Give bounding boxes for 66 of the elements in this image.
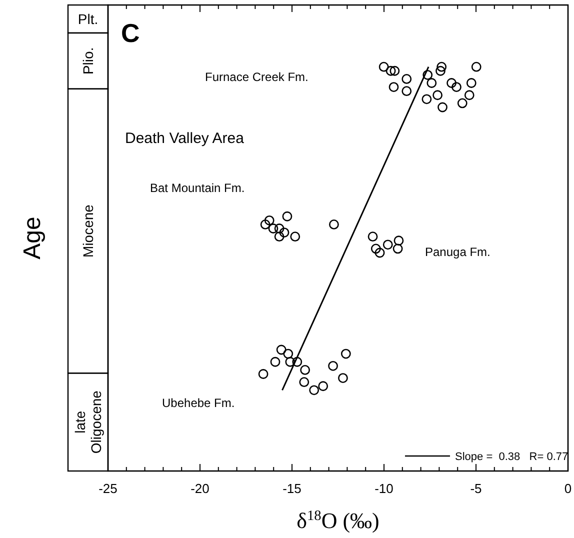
annotation: Furnace Creek Fm. [205,70,308,84]
point [328,360,338,371]
point [438,102,448,112]
point [285,356,296,367]
point [392,244,403,254]
point [279,228,290,238]
point [452,82,462,92]
text: Plt. [78,10,98,27]
point [386,66,396,76]
x-tick-label: -5 [470,481,482,496]
x-tick-label: -15 [282,481,302,496]
point [378,62,389,72]
point [299,377,310,388]
point [471,62,482,72]
text: late Oligocene [72,390,104,454]
point [432,90,442,100]
y-axis-title: Age [19,216,46,260]
point [290,232,300,242]
point [268,224,278,234]
point [282,211,292,222]
point [300,365,310,375]
annotation: Panuga Fm. [425,245,490,259]
annotation: Bat Mountain Fm. [150,181,245,195]
point [422,70,433,80]
x-tick-label: 0 [564,481,572,496]
point [329,220,339,230]
point [309,385,320,396]
point [464,90,474,100]
point [426,78,437,88]
point [318,381,328,392]
legend-label: Slope = 0.38 R= 0.77 [455,451,568,463]
point [274,224,284,234]
point [368,232,378,242]
point [402,86,412,96]
x-axis-title: δ$^{18}$O (‰) [296,508,380,533]
point [422,94,432,104]
text: Miocene [80,204,96,258]
point [276,344,286,355]
x-tick-label: -25 [98,481,118,496]
x-tick-label: -10 [374,481,394,496]
annotation: Death Valley Area [125,130,245,147]
point [436,66,446,76]
point [436,62,447,72]
point [374,248,385,258]
point [394,236,404,246]
point [338,373,348,383]
point [466,78,476,88]
point [382,240,393,250]
text: C [121,18,140,48]
x-tick-label: -20 [190,481,210,496]
point [260,220,270,230]
point [270,356,280,367]
point [340,348,351,359]
point [292,356,302,367]
point [258,369,268,379]
point [370,244,381,254]
point [283,348,294,359]
point [457,98,468,108]
text: Plio. [80,47,96,75]
point [390,66,400,76]
point [446,78,456,88]
annotation: Ubehebe Fm. [162,396,235,410]
point [402,74,412,84]
point [264,215,274,226]
point [274,232,284,242]
point [388,82,399,92]
